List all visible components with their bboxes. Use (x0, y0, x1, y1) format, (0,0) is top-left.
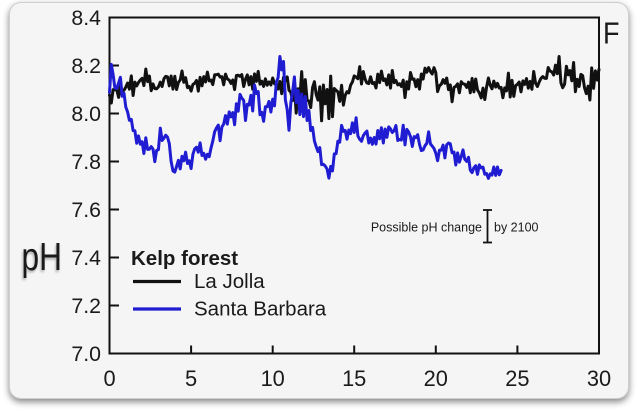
svg-text:Santa Barbara: Santa Barbara (194, 298, 327, 321)
svg-text:7.6: 7.6 (71, 198, 101, 222)
svg-text:Possible pH change: Possible pH change (371, 221, 482, 235)
svg-text:8.4: 8.4 (71, 6, 101, 30)
svg-text:15: 15 (342, 366, 366, 391)
svg-text:7.2: 7.2 (71, 294, 101, 318)
svg-text:25: 25 (505, 366, 529, 391)
svg-text:0: 0 (103, 366, 115, 391)
svg-text:30: 30 (587, 366, 611, 391)
svg-text:La Jolla: La Jolla (194, 270, 265, 293)
svg-text:10: 10 (261, 366, 285, 391)
svg-text:by 2100: by 2100 (494, 221, 539, 235)
svg-text:pH: pH (22, 236, 63, 279)
svg-text:7.4: 7.4 (71, 246, 101, 270)
svg-text:20: 20 (424, 366, 448, 391)
svg-text:5: 5 (185, 366, 197, 391)
svg-text:7.0: 7.0 (71, 342, 101, 366)
svg-text:Kelp forest: Kelp forest (131, 247, 238, 270)
svg-text:F: F (603, 17, 620, 51)
svg-text:7.8: 7.8 (71, 150, 101, 174)
svg-text:8.0: 8.0 (71, 102, 101, 126)
svg-text:8.2: 8.2 (71, 54, 101, 78)
